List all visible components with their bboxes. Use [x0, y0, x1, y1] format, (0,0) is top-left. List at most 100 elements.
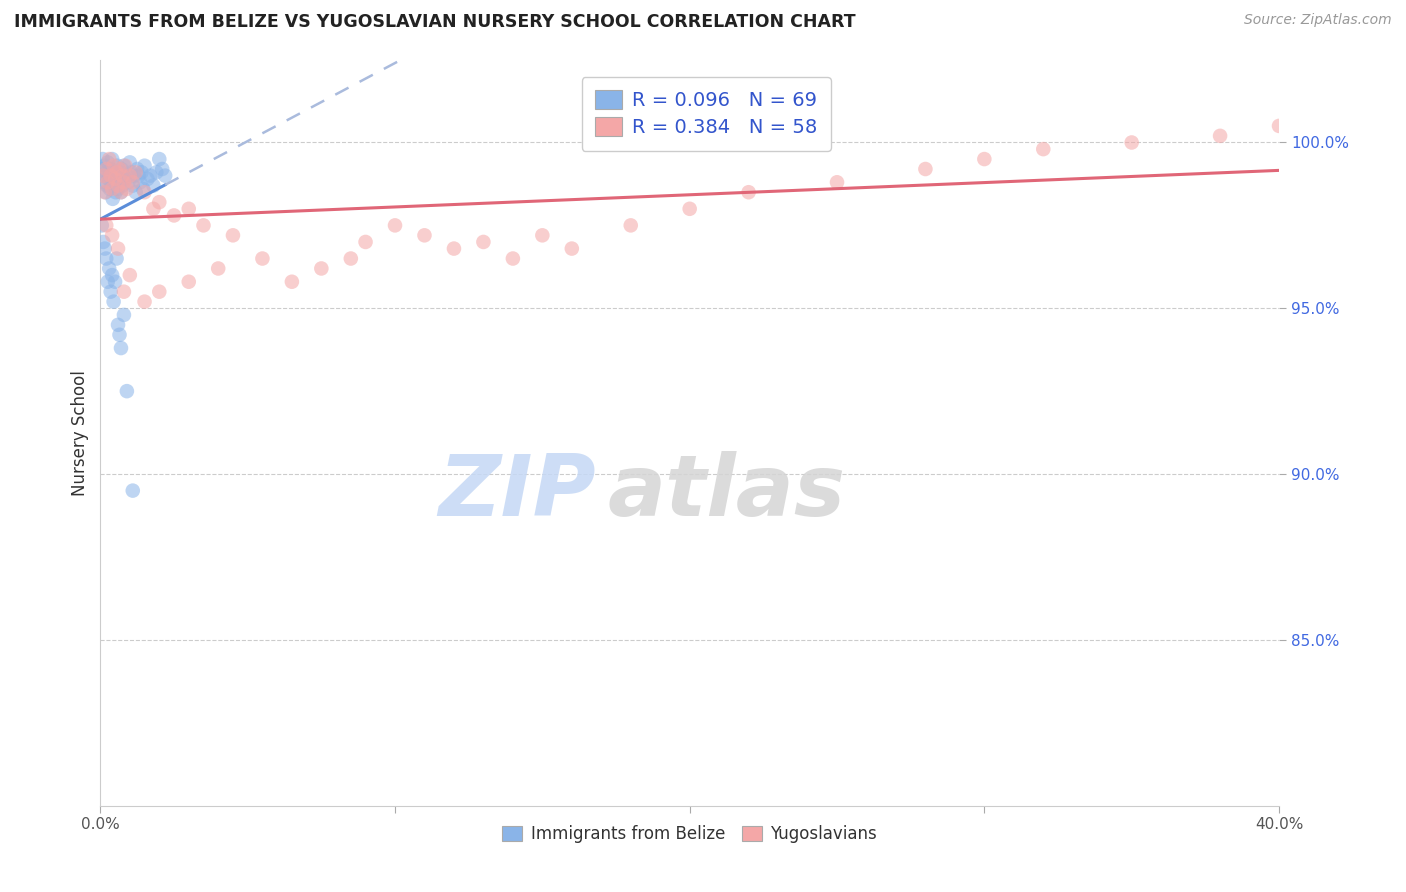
Point: [145, 165, 167, 179]
Point: [127, 161, 149, 176]
Point: [93, 175, 115, 189]
Point: [340, 252, 363, 266]
Point: [110, 165, 132, 179]
Point: [252, 252, 274, 266]
Point: [177, 202, 200, 216]
Point: [120, 165, 142, 179]
Point: [148, 152, 170, 166]
Legend: R = 0.096   N = 69, R = 0.384   N = 58: R = 0.096 N = 69, R = 0.384 N = 58: [582, 77, 831, 151]
Point: [107, 169, 129, 183]
Point: [112, 175, 135, 189]
Point: [94, 159, 117, 173]
Text: Source: ZipAtlas.com: Source: ZipAtlas.com: [1244, 13, 1392, 28]
Point: [112, 308, 135, 322]
Point: [112, 159, 135, 173]
Point: [1032, 142, 1054, 156]
Point: [111, 169, 134, 183]
Point: [101, 182, 124, 196]
Point: [122, 169, 145, 183]
Point: [103, 178, 125, 193]
Point: [94, 185, 117, 199]
Point: [96, 219, 118, 233]
Point: [107, 159, 129, 173]
Point: [679, 202, 702, 216]
Point: [384, 219, 406, 233]
Point: [561, 242, 583, 256]
Text: atlas: atlas: [607, 450, 845, 533]
Point: [96, 165, 118, 179]
Point: [91, 152, 114, 166]
Point: [222, 228, 245, 243]
Point: [153, 169, 176, 183]
Point: [91, 169, 114, 183]
Point: [129, 175, 152, 189]
Point: [125, 165, 148, 179]
Point: [139, 169, 162, 183]
Point: [90, 219, 112, 233]
Y-axis label: Nursery School: Nursery School: [72, 369, 89, 496]
Point: [142, 202, 165, 216]
Point: [104, 185, 127, 199]
Point: [97, 155, 120, 169]
Point: [177, 275, 200, 289]
Point: [100, 175, 122, 189]
Point: [107, 318, 129, 332]
Point: [107, 242, 129, 256]
Point: [128, 169, 150, 183]
Point: [121, 175, 143, 189]
Point: [97, 175, 120, 189]
Point: [96, 252, 118, 266]
Point: [104, 275, 127, 289]
Point: [105, 252, 128, 266]
Point: [737, 185, 759, 199]
Point: [121, 178, 143, 193]
Text: ZIP: ZIP: [437, 450, 595, 533]
Point: [105, 172, 128, 186]
Point: [134, 294, 156, 309]
Point: [110, 341, 132, 355]
Point: [914, 161, 936, 176]
Point: [115, 384, 138, 399]
Point: [103, 169, 125, 183]
Point: [100, 161, 122, 176]
Point: [207, 261, 229, 276]
Point: [132, 182, 155, 196]
Point: [531, 228, 554, 243]
Point: [121, 483, 143, 498]
Point: [134, 185, 156, 199]
Point: [148, 195, 170, 210]
Point: [117, 175, 139, 189]
Text: IMMIGRANTS FROM BELIZE VS YUGOSLAVIAN NURSERY SCHOOL CORRELATION CHART: IMMIGRANTS FROM BELIZE VS YUGOSLAVIAN NU…: [14, 13, 856, 31]
Point: [101, 152, 124, 166]
Point: [131, 165, 153, 179]
Point: [91, 235, 114, 249]
Point: [97, 172, 120, 186]
Point: [973, 152, 995, 166]
Point: [111, 178, 134, 193]
Point: [193, 219, 215, 233]
Point: [103, 159, 125, 173]
Point: [110, 185, 132, 199]
Point: [114, 172, 136, 186]
Point: [96, 178, 118, 193]
Point: [101, 228, 124, 243]
Point: [115, 169, 138, 183]
Point: [114, 159, 136, 173]
Point: [443, 242, 465, 256]
Point: [472, 235, 495, 249]
Point: [103, 294, 125, 309]
Point: [107, 182, 129, 196]
Point: [110, 161, 132, 176]
Point: [150, 161, 173, 176]
Point: [311, 261, 333, 276]
Point: [142, 178, 165, 193]
Point: [502, 252, 524, 266]
Point: [108, 175, 131, 189]
Point: [108, 161, 131, 176]
Point: [104, 172, 127, 186]
Point: [118, 169, 141, 183]
Point: [148, 285, 170, 299]
Point: [105, 165, 128, 179]
Point: [1268, 119, 1291, 133]
Point: [100, 285, 122, 299]
